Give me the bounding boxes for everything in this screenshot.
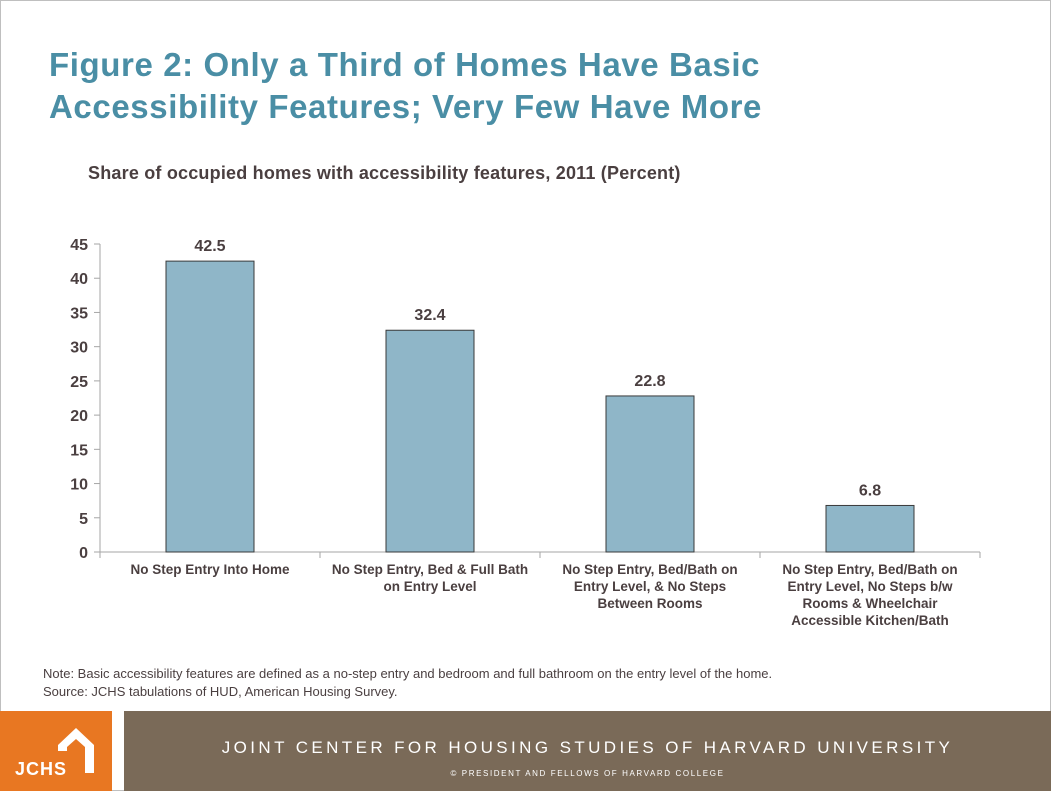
bar [825, 504, 915, 553]
notes-block: Note: Basic accessibility features are d… [43, 665, 772, 701]
y-tick-label: 10 [70, 477, 88, 494]
y-tick-label: 0 [79, 545, 88, 562]
data-label: 42.5 [194, 238, 225, 255]
data-label: 32.4 [414, 307, 445, 324]
y-tick-label: 15 [70, 442, 88, 459]
bar [605, 395, 695, 553]
jchs-logo: JCHS [0, 711, 112, 791]
y-tick-label: 5 [79, 511, 88, 528]
y-tick-label: 40 [70, 271, 88, 288]
category-label: No Step Entry, Bed & Full Bath on Entry L… [332, 562, 528, 594]
footer-bar: JOINT CENTER FOR HOUSING STUDIES OF HARV… [124, 711, 1051, 791]
bar-chart: 0 5 10 15 20 25 30 35 40 45 42.5 No Step Entry Into… [70, 237, 981, 628]
category-label-line: Rooms & Wheelchair [802, 596, 938, 611]
category-label-line: on Entry Level [383, 579, 476, 594]
figure-title-line-2: Accessibility Features; Very Few Have Mo… [49, 88, 763, 125]
bar [165, 260, 255, 553]
figure-title: Figure 2: Only a Third of Homes Have Bas… [49, 44, 762, 128]
category-label-line: Between Rooms [597, 596, 702, 611]
category-label: No Step Entry, Bed/Bath on Entry Level, &… [562, 562, 737, 611]
category-label-line: No Step Entry, Bed/Bath on [562, 562, 737, 577]
data-label: 22.8 [634, 373, 665, 390]
copyright-text: © PRESIDENT AND FELLOWS OF HARVARD COLLE… [450, 769, 725, 778]
category-label-line: Entry Level, & No Steps [574, 579, 726, 594]
organization-name: JOINT CENTER FOR HOUSING STUDIES OF HARV… [221, 738, 954, 757]
bar [385, 329, 475, 553]
data-label: 6.8 [859, 482, 881, 499]
y-tick-label: 25 [70, 374, 88, 391]
y-tick-label: 45 [70, 237, 88, 254]
source-text: Source: JCHS tabulations of HUD, America… [43, 684, 398, 699]
y-tick-label: 35 [70, 305, 88, 322]
category-label-line: No Step Entry Into Home [130, 562, 289, 577]
logo-text: JCHS [15, 759, 68, 779]
note-text: Note: Basic accessibility features are d… [43, 666, 773, 681]
y-tick-label: 20 [70, 408, 88, 425]
figure-title-line-1: Figure 2: Only a Third of Homes Have Bas… [49, 46, 761, 83]
category-label: No Step Entry, Bed/Bath on Entry Level, N… [782, 562, 957, 628]
category-label-line: No Step Entry, Bed/Bath on [782, 562, 957, 577]
category-label-line: Accessible Kitchen/Bath [791, 613, 949, 628]
house-icon [58, 728, 94, 773]
chart-title: Share of occupied homes with accessibili… [88, 163, 681, 183]
category-label-line: No Step Entry, Bed & Full Bath [332, 562, 528, 577]
category-label: No Step Entry Into Home [130, 562, 289, 577]
y-tick-label: 30 [70, 340, 88, 357]
category-label-line: Entry Level, No Steps b/w [787, 579, 953, 594]
